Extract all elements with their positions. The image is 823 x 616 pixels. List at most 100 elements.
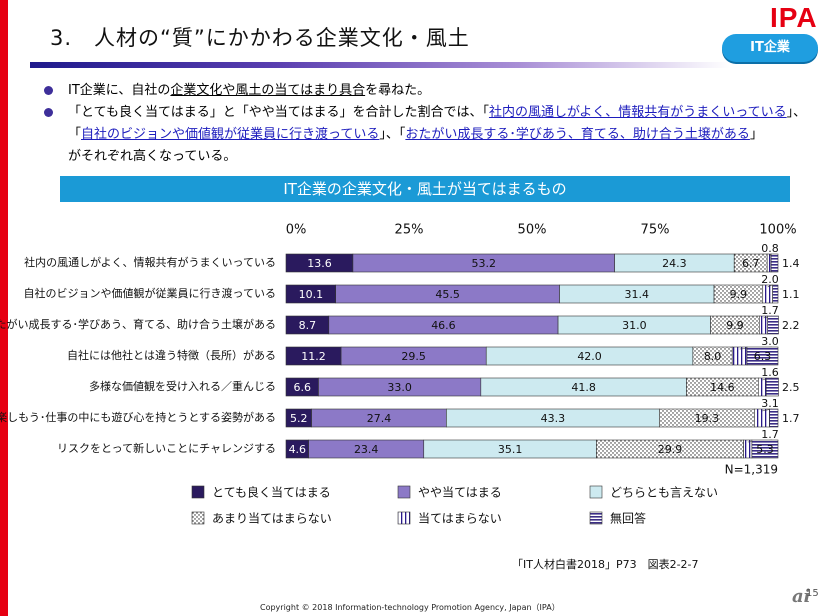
legend-swatch bbox=[191, 485, 205, 499]
data-label: 13.6 bbox=[307, 257, 332, 270]
data-label: 1.7 bbox=[761, 304, 779, 317]
bar-segment bbox=[731, 346, 748, 366]
data-label: 46.6 bbox=[431, 319, 456, 332]
bullet-line: がそれぞれ高くなっている。 bbox=[36, 146, 816, 168]
bullet-text: 「 bbox=[68, 127, 82, 142]
chart-title-banner: IT企業の企業文化・風土が当てはまるもの bbox=[60, 176, 790, 202]
corner-mark: ai bbox=[792, 586, 811, 607]
data-label: 19.3 bbox=[695, 412, 720, 425]
data-label: 11.2 bbox=[301, 350, 326, 363]
bar-segment bbox=[743, 439, 753, 459]
summary-bullets: IT企業に、自社の企業文化や風土の当てはまり具合を尋ねた。「とても良く当てはまる… bbox=[36, 80, 816, 168]
bar-segment bbox=[746, 346, 779, 366]
highlighted-phrase: おたがい成長する･学びあう、育てる、助け合う土壌がある bbox=[405, 127, 750, 142]
data-label: 42.0 bbox=[577, 350, 602, 363]
legend-label: やや当てはまる bbox=[418, 486, 502, 500]
data-label: 1.6 bbox=[761, 366, 779, 379]
left-accent-bar bbox=[0, 0, 8, 616]
data-label: 0.8 bbox=[761, 242, 779, 255]
data-label: 10.1 bbox=[299, 288, 324, 301]
data-label: 3.0 bbox=[761, 335, 779, 348]
bullet-text: 」、「 bbox=[379, 127, 406, 142]
data-label: 24.3 bbox=[662, 257, 687, 270]
bar-segment bbox=[772, 284, 779, 304]
data-label: 29.5 bbox=[401, 350, 426, 363]
leader-line bbox=[767, 284, 773, 288]
highlighted-phrase: 自社のビジョンや価値観が従業員に行き渡っている bbox=[81, 127, 380, 142]
x-tick-label: 100% bbox=[759, 223, 796, 238]
legend-label: 無回答 bbox=[610, 511, 646, 526]
category-label: 社内の風通しがよく、情報共有がうまくいっている bbox=[24, 255, 276, 269]
bullet-text: がそれぞれ高くなっている。 bbox=[68, 149, 237, 164]
category-label: 自社のビジョンや価値観が従業員に行き渡っている bbox=[24, 286, 276, 300]
data-label: 31.0 bbox=[622, 319, 647, 332]
data-label: 31.4 bbox=[625, 288, 650, 301]
bar-segment bbox=[751, 439, 779, 459]
category-label: リスクをとって新しいことにチャレンジする bbox=[57, 441, 276, 455]
data-label: 1.7 bbox=[782, 412, 800, 425]
legend-swatch bbox=[589, 511, 603, 525]
data-label: 43.3 bbox=[541, 412, 566, 425]
data-label: 5.2 bbox=[290, 412, 308, 425]
data-label: 6.7 bbox=[742, 257, 760, 270]
bar-segment bbox=[766, 253, 772, 273]
page-number: 15 bbox=[806, 588, 819, 599]
x-tick-label: 0% bbox=[286, 223, 307, 238]
data-label: 27.4 bbox=[367, 412, 392, 425]
title-underline bbox=[30, 62, 730, 68]
data-label: 9.9 bbox=[726, 319, 744, 332]
highlighted-phrase: 社内の風通しがよく、情報共有がうまくいっている bbox=[488, 105, 787, 120]
bar-segment bbox=[770, 253, 779, 273]
data-label: 1.7 bbox=[761, 428, 779, 441]
legend-swatch bbox=[191, 511, 205, 525]
copyright-notice: Copyright © 2018 Information-technology … bbox=[260, 603, 560, 612]
data-label: 6.6 bbox=[293, 381, 311, 394]
data-label: 2.0 bbox=[761, 273, 779, 286]
bullet-text: 」、 bbox=[786, 105, 807, 120]
data-label: 33.0 bbox=[387, 381, 412, 394]
category-label: 仕事を楽しもう･仕事の中にも遊び心を持とうとする姿勢がある bbox=[0, 410, 276, 424]
data-label: 2.2 bbox=[782, 319, 800, 332]
data-label: 29.9 bbox=[658, 443, 683, 456]
x-tick-label: 50% bbox=[518, 223, 547, 238]
bullet-text: を尋ねた。 bbox=[365, 83, 431, 98]
bullet-dot-icon bbox=[44, 86, 53, 95]
category-label: おたがい成長する･学びあう、育てる、助け合う土壌がある bbox=[0, 317, 276, 331]
data-label: 8.0 bbox=[704, 350, 722, 363]
data-label: 1.4 bbox=[782, 257, 800, 270]
ipa-logo: IPA bbox=[770, 2, 818, 33]
legend-swatch bbox=[589, 485, 603, 499]
legend-label: どちらとも言えない bbox=[610, 486, 718, 500]
data-label: 8.7 bbox=[299, 319, 317, 332]
data-label: 41.8 bbox=[571, 381, 596, 394]
legend-swatch bbox=[397, 511, 411, 525]
bar-segment bbox=[769, 408, 779, 428]
underlined-phrase: 企業文化や風土の当てはまり具合 bbox=[170, 83, 366, 98]
x-tick-label: 75% bbox=[641, 223, 670, 238]
data-label: 35.1 bbox=[498, 443, 523, 456]
bar-segment bbox=[765, 377, 779, 397]
data-label: 9.9 bbox=[730, 288, 748, 301]
bullet-text: IT企業に、自社の bbox=[68, 83, 171, 98]
bullet-line: 「自社のビジョンや価値観が従業員に行き渡っている」、「おたがい成長する･学びあう… bbox=[36, 124, 816, 146]
legend-label: とても良く当てはまる bbox=[212, 485, 331, 500]
data-label: 4.6 bbox=[289, 443, 307, 456]
bar-segment bbox=[758, 377, 767, 397]
data-label: 6.3 bbox=[754, 350, 772, 363]
legend-label: 当てはまらない bbox=[418, 512, 502, 526]
bar-segment bbox=[762, 284, 773, 304]
data-label: 5.3 bbox=[756, 443, 774, 456]
bar-segment bbox=[759, 315, 768, 335]
data-label: 3.1 bbox=[761, 397, 779, 410]
category-label: 多様な価値観を受け入れる／重んじる bbox=[89, 379, 276, 393]
source-note: 「IT人材白書2018」P73 図表2-2-7 bbox=[512, 558, 699, 571]
category-label: 自社には他社とは違う特徴（長所）がある bbox=[67, 348, 276, 362]
legend-label: あまり当てはまらない bbox=[212, 512, 332, 526]
it-company-badge: IT企業 bbox=[722, 34, 818, 62]
data-label: 1.1 bbox=[782, 288, 800, 301]
bullet-line: 「とても良く当てはまる」と「やや当てはまる」を合計した割合では、「社内の風通しが… bbox=[36, 102, 816, 124]
bullet-text: 「とても良く当てはまる」と「やや当てはまる」を合計した割合では、「 bbox=[68, 105, 489, 120]
data-label: 23.4 bbox=[354, 443, 379, 456]
data-label: 14.6 bbox=[710, 381, 735, 394]
